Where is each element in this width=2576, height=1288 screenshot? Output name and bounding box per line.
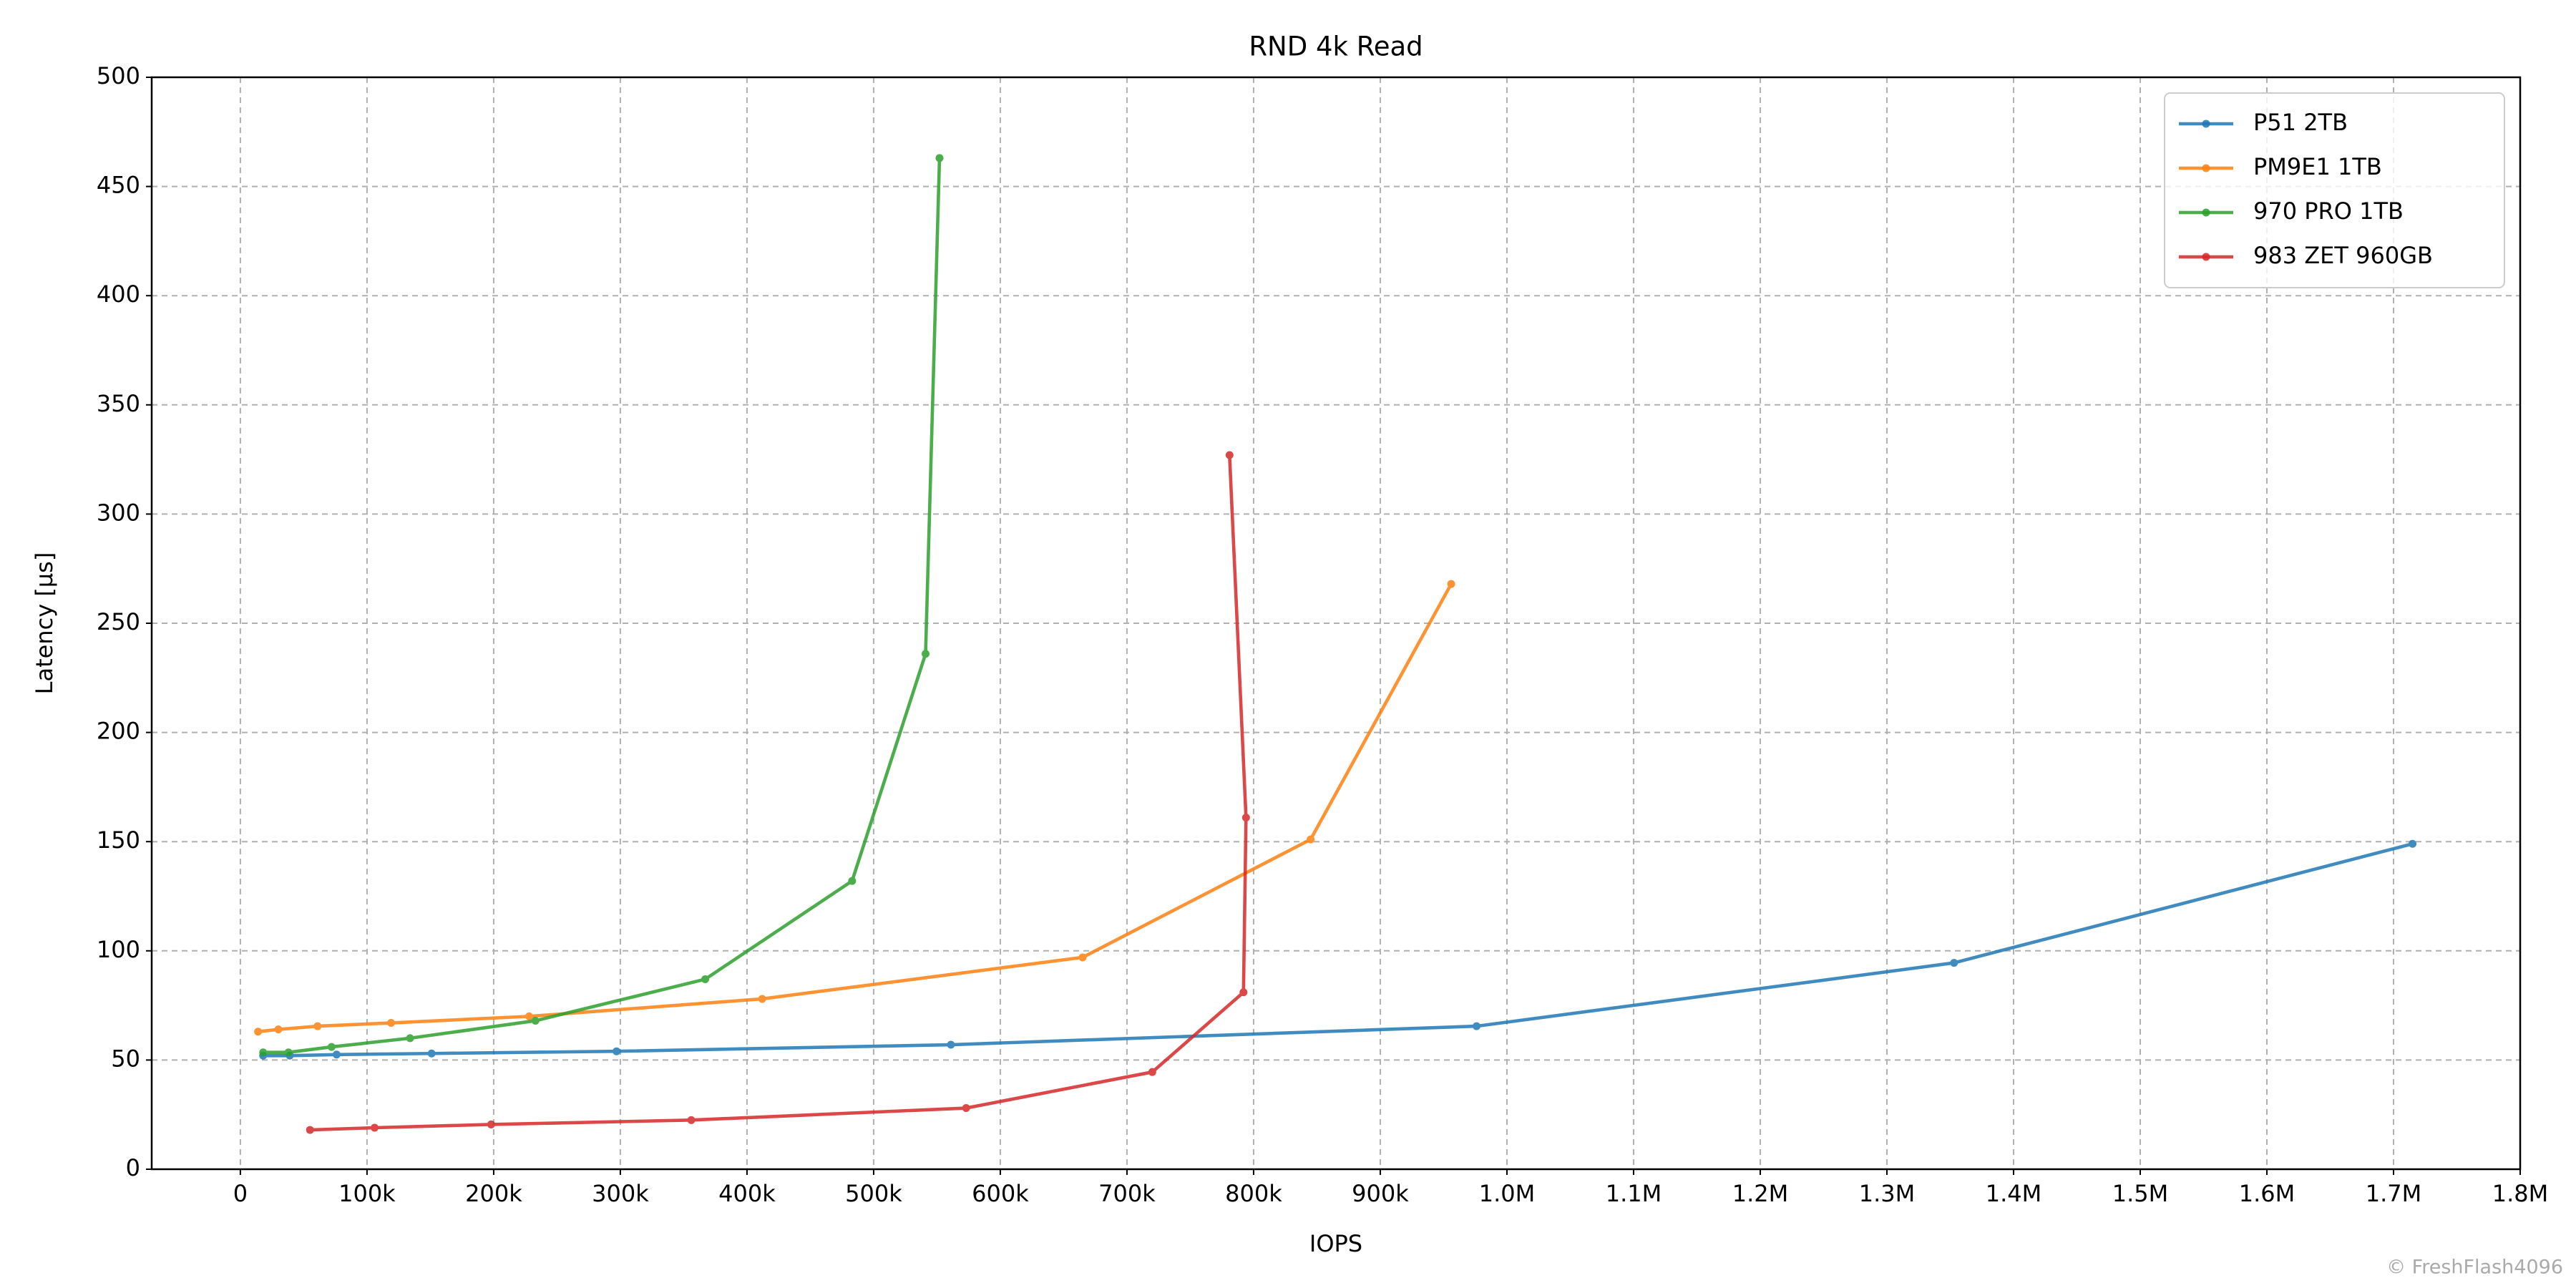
point bbox=[1472, 1022, 1480, 1030]
point bbox=[487, 1120, 495, 1128]
series bbox=[306, 451, 1250, 1134]
point bbox=[387, 1019, 396, 1028]
y-tick-label: 200 bbox=[97, 718, 140, 745]
legend-label: 970 PRO 1TB bbox=[2253, 197, 2404, 225]
x-tick-label: 1.6M bbox=[2239, 1180, 2296, 1207]
x-tick-label: 900k bbox=[1352, 1180, 1409, 1207]
series-line bbox=[258, 582, 1453, 1034]
x-tick-label: 800k bbox=[1225, 1180, 1282, 1207]
y-tick-label: 350 bbox=[97, 390, 140, 417]
point bbox=[701, 975, 710, 983]
point bbox=[935, 154, 944, 162]
point bbox=[613, 1047, 621, 1055]
x-tick-label: 100k bbox=[338, 1180, 396, 1207]
x-tick-label: 1.3M bbox=[1859, 1180, 1916, 1207]
point bbox=[1241, 814, 1250, 822]
x-tick-label: 1.1M bbox=[1606, 1180, 1662, 1207]
x-tick-label: 600k bbox=[972, 1180, 1029, 1207]
y-axis-label: Latency [µs] bbox=[31, 552, 58, 695]
legend-marker bbox=[2202, 164, 2210, 172]
x-tick-label: 700k bbox=[1098, 1180, 1156, 1207]
point bbox=[922, 650, 930, 658]
y-tick-label: 250 bbox=[97, 608, 140, 635]
y-tick-label: 0 bbox=[126, 1154, 140, 1181]
x-tick-label: 200k bbox=[465, 1180, 522, 1207]
point bbox=[947, 1040, 955, 1049]
point bbox=[687, 1116, 696, 1124]
legend-box bbox=[2164, 92, 2505, 288]
chart-title: RND 4k Read bbox=[1249, 31, 1423, 62]
point bbox=[313, 1022, 322, 1030]
point bbox=[525, 1012, 533, 1020]
x-tick-label: 400k bbox=[718, 1180, 776, 1207]
point bbox=[531, 1016, 540, 1025]
plot-frame bbox=[150, 76, 2522, 1171]
point bbox=[427, 1049, 436, 1058]
point bbox=[254, 1028, 263, 1036]
series bbox=[259, 154, 944, 1057]
point bbox=[1225, 451, 1234, 459]
y-tick-label: 400 bbox=[97, 280, 140, 308]
point bbox=[1950, 959, 1958, 967]
point bbox=[1148, 1068, 1156, 1076]
series-line bbox=[310, 454, 1248, 1132]
point bbox=[758, 995, 766, 1003]
y-tick-label: 150 bbox=[97, 826, 140, 854]
point bbox=[1447, 580, 1455, 588]
y-tick-label: 500 bbox=[97, 62, 140, 89]
x-tick-label: 0 bbox=[233, 1180, 248, 1207]
series-line bbox=[263, 157, 942, 1055]
x-tick-label: 1.5M bbox=[2112, 1180, 2169, 1207]
series bbox=[259, 839, 2417, 1060]
y-tick-label: 450 bbox=[97, 172, 140, 199]
y-tick-label: 50 bbox=[111, 1045, 140, 1072]
legend-label: P51 2TB bbox=[2253, 109, 2348, 136]
legend: P51 2TB PM9E1 1TB 970 PRO 1TB 983 ZET 960GB bbox=[2164, 92, 2505, 288]
point bbox=[2409, 839, 2417, 848]
legend-marker bbox=[2202, 119, 2210, 128]
x-tick-label: 500k bbox=[845, 1180, 902, 1207]
x-tick-label: 1.8M bbox=[2492, 1180, 2549, 1207]
x-axis-label: IOPS bbox=[1309, 1230, 1362, 1257]
series-line bbox=[263, 842, 2414, 1058]
point bbox=[306, 1126, 314, 1134]
legend-marker bbox=[2202, 253, 2210, 261]
point bbox=[327, 1043, 336, 1051]
point bbox=[1078, 953, 1087, 962]
point bbox=[274, 1025, 283, 1034]
y-tick-label: 100 bbox=[97, 936, 140, 963]
legend-label: 983 ZET 960GB bbox=[2253, 242, 2433, 269]
point bbox=[406, 1034, 414, 1043]
legend-label: PM9E1 1TB bbox=[2253, 153, 2382, 180]
point bbox=[332, 1050, 341, 1059]
point bbox=[962, 1104, 970, 1113]
point bbox=[284, 1048, 293, 1057]
point bbox=[259, 1048, 268, 1057]
legend-marker bbox=[2202, 208, 2210, 217]
point bbox=[848, 877, 857, 885]
point bbox=[371, 1123, 379, 1132]
point bbox=[1307, 835, 1315, 844]
series bbox=[254, 580, 1455, 1036]
y-tick-label: 300 bbox=[97, 499, 140, 526]
x-tick-label: 300k bbox=[592, 1180, 649, 1207]
watermark: © FreshFlash4096 bbox=[2386, 1257, 2563, 1279]
x-tick-label: 1.7M bbox=[2366, 1180, 2422, 1207]
x-tick-label: 1.2M bbox=[1732, 1180, 1789, 1207]
x-tick-label: 1.0M bbox=[1479, 1180, 1536, 1207]
point bbox=[1239, 988, 1248, 997]
x-tick-label: 1.4M bbox=[1986, 1180, 2042, 1207]
